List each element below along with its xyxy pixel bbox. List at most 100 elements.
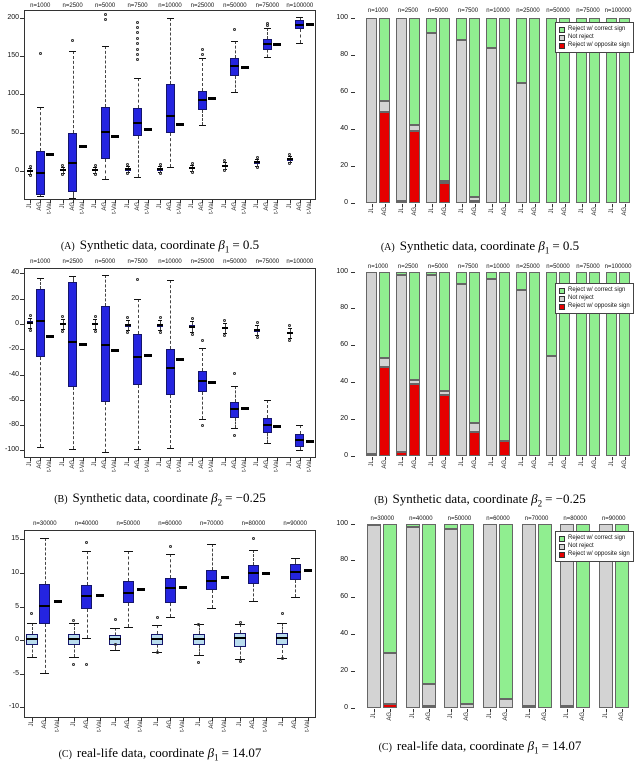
x-axis-tick: [384, 457, 386, 460]
bar-segment-gray: [409, 125, 420, 131]
x-axis-item-label: t-Val: [79, 202, 86, 214]
x-axis-item-label: AG: [471, 207, 478, 216]
box-median: [192, 637, 205, 640]
outlier-point: [103, 13, 107, 17]
box-median: [100, 130, 110, 133]
group-size-label: n=7500: [457, 264, 479, 270]
y-axis-tick: [351, 597, 355, 599]
x-axis-item-label: AG: [561, 460, 568, 469]
whisker-cap-upper: [158, 320, 162, 322]
whisker-cap-lower: [248, 601, 258, 603]
whisker-cap-upper: [235, 624, 246, 625]
x-axis-tick: [534, 457, 536, 460]
outlier-point: [136, 278, 140, 282]
whisker-upper: [234, 40, 236, 59]
whisker-lower: [224, 166, 226, 169]
x-axis-item-label: AG: [580, 712, 587, 721]
box-median: [133, 355, 143, 358]
x-axis-item-label: AG: [167, 720, 173, 729]
legend-item: Reject w/ correct sign: [559, 535, 630, 542]
whisker-upper: [160, 320, 161, 324]
bar-segment-red: [396, 452, 407, 456]
whisker-cap-upper: [26, 622, 37, 624]
y-axis-tick-label: 50: [11, 128, 19, 136]
x-axis-item-label: AG: [591, 207, 598, 216]
group-size-label: n=2500: [62, 259, 83, 265]
x-axis-item-label: AG: [208, 720, 215, 729]
legend-item: Reject w/ opposite sign: [559, 551, 630, 558]
x-axis-item-label: AG: [167, 460, 173, 469]
y-axis-tick: [351, 345, 355, 347]
y-axis-tick-label: 80: [340, 556, 348, 564]
y-axis-tick: [20, 170, 24, 172]
tval-dash: [78, 342, 87, 346]
x-axis-tick: [224, 458, 226, 461]
tval-dash: [95, 593, 104, 597]
bar-segment-green: [559, 271, 570, 456]
box-median: [124, 168, 131, 171]
whisker-lower: [211, 589, 213, 608]
caption-label: (A): [60, 241, 75, 252]
outlier-point: [136, 52, 140, 56]
beta-symbol: β: [207, 745, 215, 760]
y-axis-tick: [351, 419, 355, 421]
bar-segment-gray: [598, 523, 613, 708]
box-median: [286, 331, 293, 334]
bar-segment-gray: [469, 422, 480, 432]
bar-segment-gray: [421, 684, 436, 707]
bar-segment-red: [499, 441, 510, 456]
whisker-upper: [95, 318, 97, 323]
x-axis-item-label: JL: [409, 712, 416, 719]
whisker-lower: [198, 645, 200, 655]
whisker-cap-upper: [82, 551, 92, 553]
outlier-point: [28, 164, 32, 168]
x-axis-item-label: JL: [124, 460, 131, 467]
x-axis-item-label: JL: [254, 202, 261, 209]
whisker-upper: [202, 58, 204, 92]
whisker-cap-upper: [222, 162, 227, 164]
group-size-label: n=60000: [486, 516, 510, 522]
x-axis-item-label: AG: [125, 720, 132, 729]
y-axis-tick: [351, 634, 355, 636]
bar-segment-green: [529, 271, 540, 456]
box-median: [189, 325, 196, 328]
whisker-lower: [62, 325, 64, 330]
group-size-label: n=1000: [367, 8, 389, 14]
caption-value: = 0.5: [232, 237, 260, 252]
legend-swatch: [559, 535, 565, 542]
x-axis-tick: [384, 204, 386, 207]
y-axis-tick: [351, 308, 355, 310]
y-axis-tick: [20, 399, 24, 401]
whisker-cap-upper: [255, 325, 260, 327]
whisker-cap-upper: [152, 625, 162, 627]
bar-segment-red: [469, 432, 480, 456]
x-axis-tick: [624, 457, 626, 460]
tval-dash: [262, 572, 271, 576]
x-axis-item-label: AG: [199, 202, 206, 211]
x-axis-tick: [50, 458, 52, 461]
legend-swatch: [559, 34, 565, 41]
whisker-lower: [105, 402, 107, 452]
x-axis-item-label: AG: [264, 202, 271, 211]
x-axis-tick: [73, 718, 75, 721]
outlier-point: [61, 164, 65, 168]
x-axis-item-label: AG: [134, 202, 141, 211]
legend-label: Reject w/ opposite sign: [568, 42, 630, 48]
y-axis-tick: [351, 129, 355, 131]
group-size-label: n=5000: [427, 264, 449, 270]
x-axis-item-label: JL: [157, 202, 163, 209]
outlier-point: [200, 48, 204, 52]
box-median: [221, 164, 228, 167]
x-axis-item-label: t-Val: [263, 720, 270, 732]
group-size-label: n=75000: [576, 8, 600, 14]
bar-segment-green: [486, 18, 497, 48]
whisker-cap-upper: [198, 348, 206, 350]
x-axis-item-label: AG: [292, 720, 299, 729]
x-axis-item-label: AG: [69, 460, 76, 469]
outlier-point: [155, 650, 159, 654]
bar-segment-red: [379, 367, 390, 456]
x-axis-tick: [581, 204, 583, 207]
x-axis-item-label: JL: [371, 712, 378, 719]
x-axis-tick: [299, 458, 301, 461]
caption-value: = 0.5: [552, 238, 580, 253]
